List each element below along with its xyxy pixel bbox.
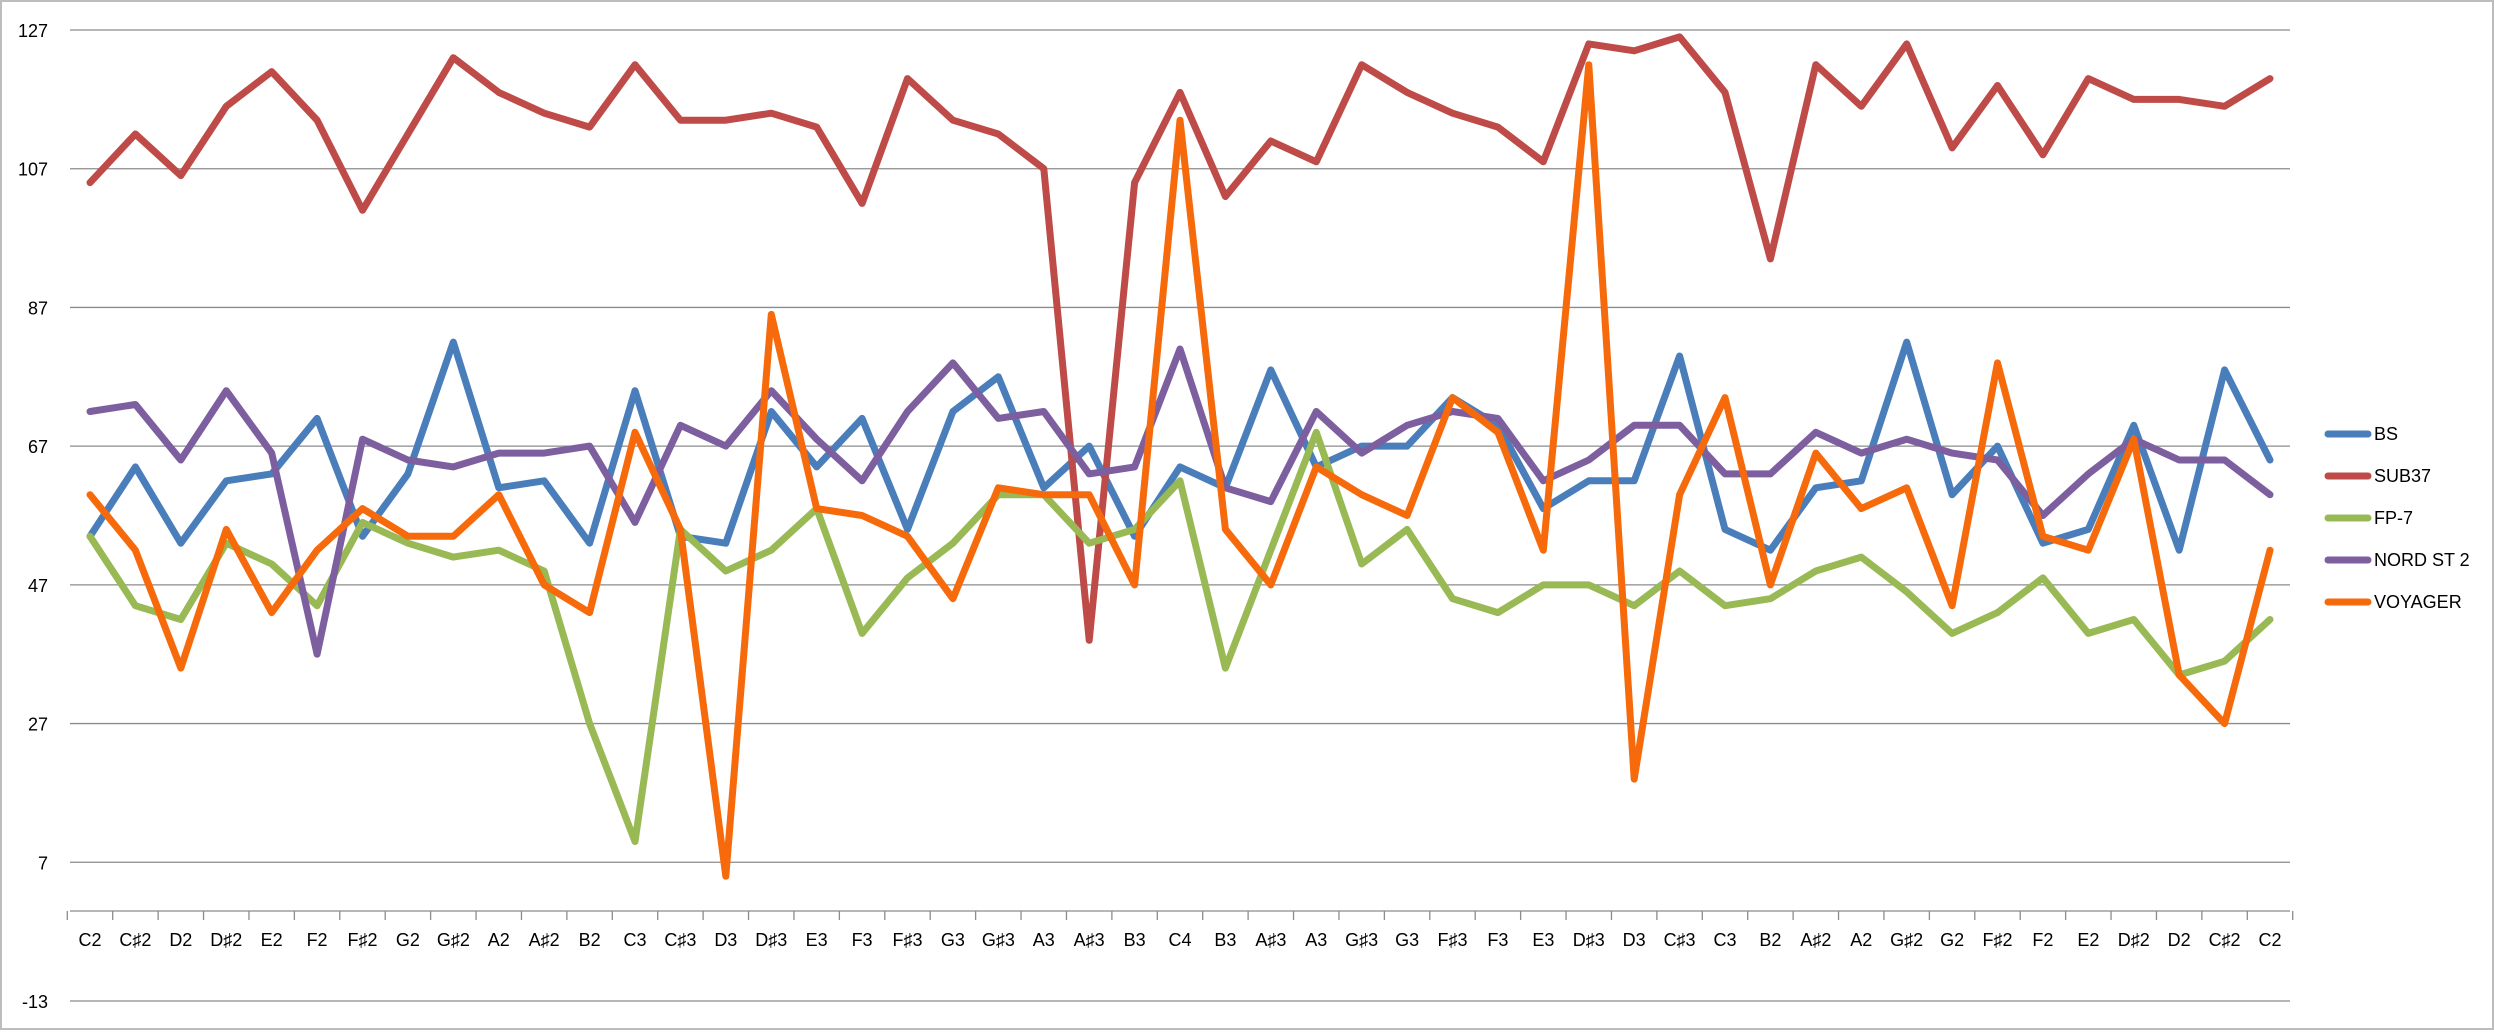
x-tick-label: E3 [1532, 930, 1554, 950]
x-tick-label: B2 [1759, 930, 1781, 950]
y-tick-labels: -13 7 27 47 67 87 107 127 [18, 21, 48, 1012]
x-tick-label: G♯2 [437, 930, 470, 950]
x-tick-label: E3 [806, 930, 828, 950]
x-tick-label: F3 [852, 930, 873, 950]
series-line-nord-st-2 [86, 345, 2274, 658]
y-tick-label: -13 [22, 992, 48, 1012]
series-line-bs [86, 338, 2274, 554]
x-tick-label: G♯3 [1345, 930, 1378, 950]
series-lines [86, 33, 2274, 880]
x-tick-label: G2 [396, 930, 420, 950]
x-tick-label: D♯3 [1573, 930, 1605, 950]
x-tick-label: A2 [1850, 930, 1872, 950]
x-tick-label: B3 [1214, 930, 1236, 950]
y-tick-label: 107 [18, 160, 48, 180]
x-tick-label: D♯2 [2118, 930, 2150, 950]
x-tick-label: G♯2 [1890, 930, 1923, 950]
gridlines [70, 29, 2290, 1002]
series-line-sub37 [86, 33, 2274, 644]
x-tick-label: C3 [623, 930, 646, 950]
x-tick-label: F2 [307, 930, 328, 950]
x-tick-label: D3 [714, 930, 737, 950]
x-tick-label: C♯2 [2209, 930, 2241, 950]
x-tick-label: F♯2 [1982, 930, 2012, 950]
x-tick-label: F♯2 [347, 930, 377, 950]
x-tick-label: F♯3 [892, 930, 922, 950]
legend-label-voyager: VOYAGER [2374, 592, 2462, 612]
x-tick-label: A2 [488, 930, 510, 950]
x-tick-label: A3 [1305, 930, 1327, 950]
x-tick-label: G2 [1940, 930, 1964, 950]
x-tick-label: G♯3 [982, 930, 1015, 950]
x-tick-label: G3 [941, 930, 965, 950]
x-tick-label: D♯2 [210, 930, 242, 950]
legend-label-bs: BS [2374, 424, 2398, 444]
legend: BS SUB37 FP-7 NORD ST 2 VOYAGER [2324, 424, 2470, 612]
x-tick-label: B2 [579, 930, 601, 950]
x-tick-label: D2 [169, 930, 192, 950]
x-tick-label: B3 [1124, 930, 1146, 950]
x-tick-label: D3 [1623, 930, 1646, 950]
series-line-voyager [86, 61, 2274, 880]
x-tick-label: E2 [261, 930, 283, 950]
x-tick-label: C3 [1713, 930, 1736, 950]
x-tick-label: A♯2 [529, 930, 560, 950]
y-tick-label: 27 [28, 715, 48, 735]
x-tick-label: C♯3 [664, 930, 696, 950]
x-tick-label: D2 [2168, 930, 2191, 950]
x-tick-label: C2 [2258, 930, 2281, 950]
x-tick-label: C♯3 [1664, 930, 1696, 950]
y-tick-label: 47 [28, 576, 48, 596]
x-tick-label: A3 [1033, 930, 1055, 950]
y-tick-label: 7 [38, 853, 48, 873]
y-tick-label: 127 [18, 21, 48, 41]
x-tick-labels: C2 C♯2 D2 D♯2 E2 F2 F♯2 G2 G♯2 A2 A♯2 B2 C3 C♯3 D3 D♯3 E… [78, 930, 2281, 950]
x-tick-label: E2 [2077, 930, 2099, 950]
x-tick-label: F2 [2032, 930, 2053, 950]
x-tick-label: C4 [1168, 930, 1191, 950]
x-tick-label: C2 [78, 930, 101, 950]
y-tick-label: 87 [28, 298, 48, 318]
legend-label-sub37: SUB37 [2374, 466, 2431, 486]
x-tick-label: A♯3 [1255, 930, 1286, 950]
x-tick-label: D♯3 [755, 930, 787, 950]
y-tick-label: 67 [28, 437, 48, 457]
legend-label-nord-st-2: NORD ST 2 [2374, 550, 2470, 570]
x-tick-label: A♯2 [1800, 930, 1831, 950]
x-tick-label: C♯2 [119, 930, 151, 950]
x-tick-label: G3 [1395, 930, 1419, 950]
axes [66, 910, 2294, 920]
x-tick-label: F3 [1487, 930, 1508, 950]
x-tick-label: F♯3 [1437, 930, 1467, 950]
legend-label-fp-7: FP-7 [2374, 508, 2413, 528]
series-line-fp-7 [86, 428, 2274, 845]
x-tick-label: A♯3 [1074, 930, 1105, 950]
